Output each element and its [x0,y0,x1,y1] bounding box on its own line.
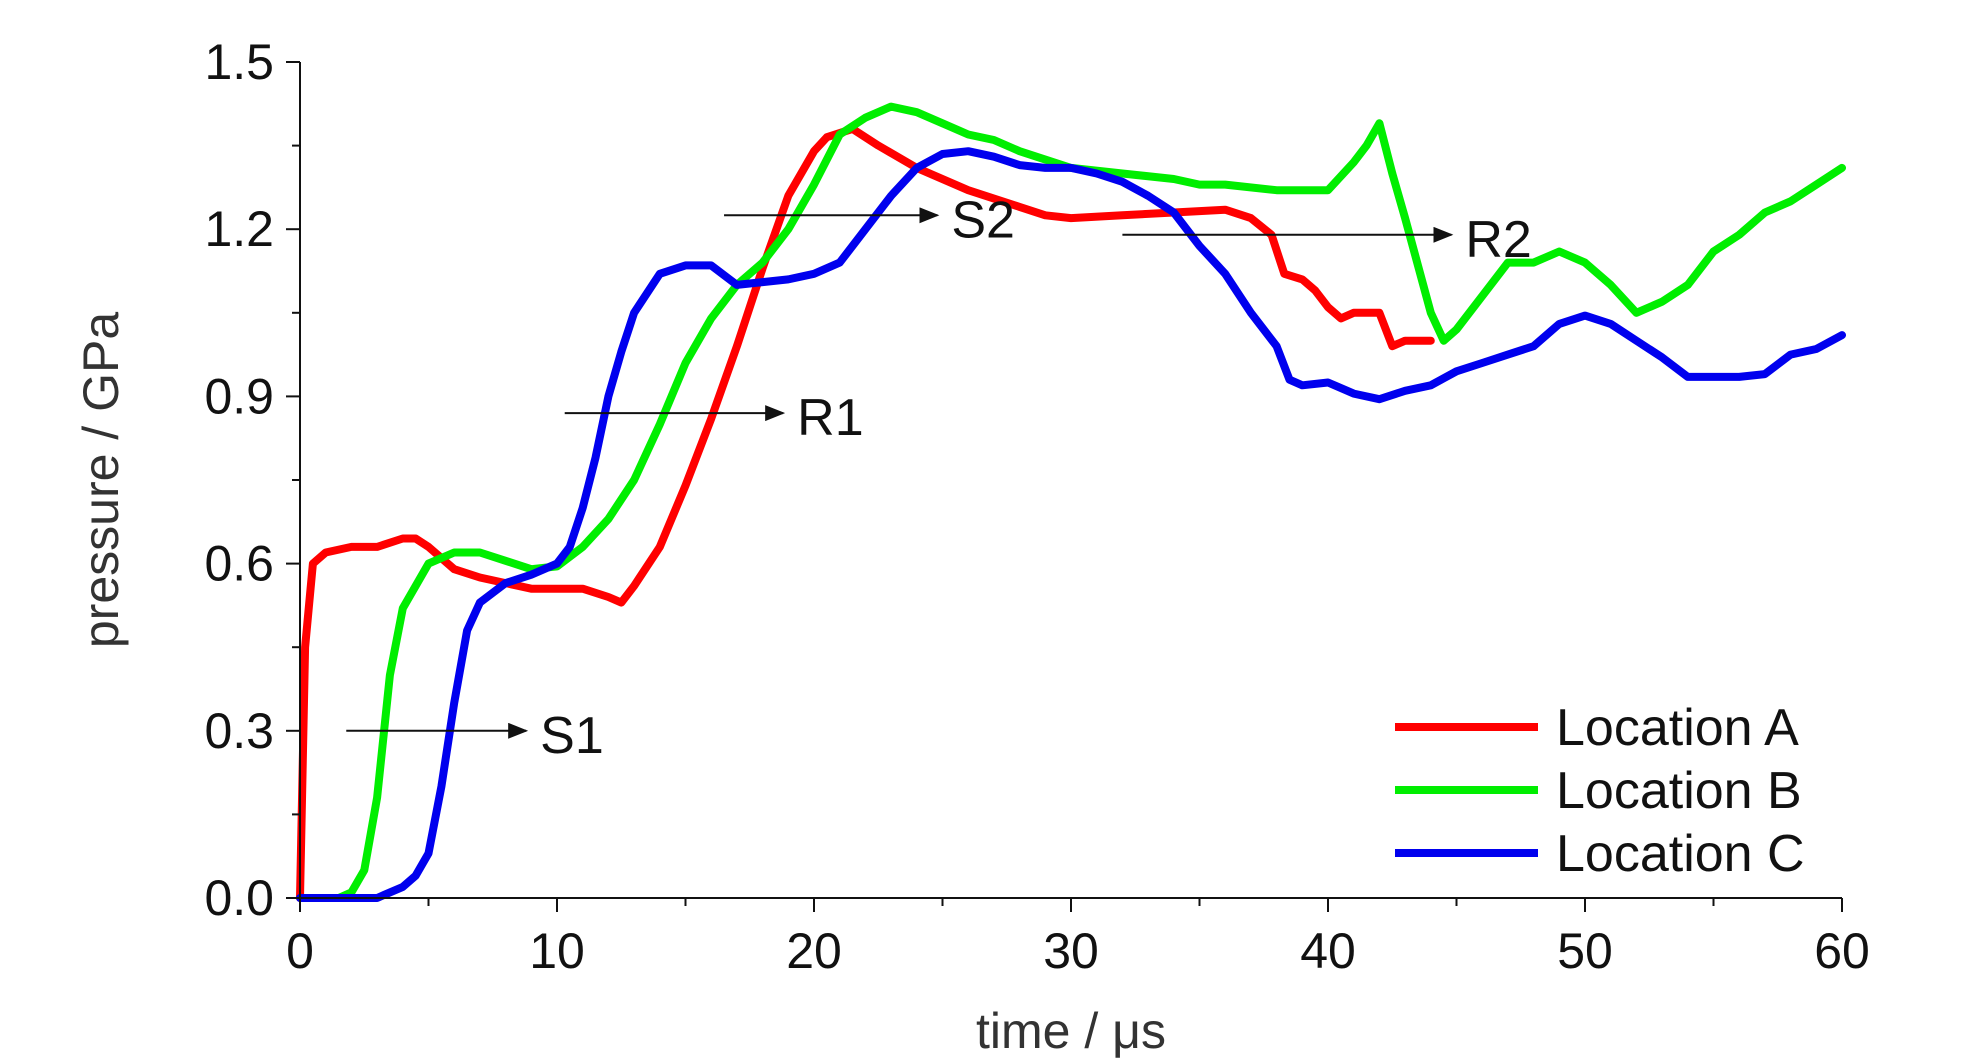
legend-label: Location A [1556,699,1799,757]
axes: 0 10 20 30 40 50 60 0.0 0.3 0.6 0.9 1.2 1.5 [204,34,1869,979]
annotation-label: S2 [951,191,1015,249]
y-tick-label: 0.9 [204,368,274,424]
series-line-1 [296,124,1435,902]
y-tick-label: 1.2 [204,201,274,257]
annotation-label: S1 [540,707,604,765]
x-tick-label: 10 [529,923,585,979]
annotation-label: R2 [1465,211,1531,269]
x-tick-label: 60 [1814,923,1870,979]
x-tick-label: 20 [786,923,842,979]
x-tick-label: 0 [286,923,314,979]
series-line-3 [296,147,1846,902]
x-axis-title: time / μs [976,1003,1166,1059]
legend-label: Location C [1556,825,1805,883]
series-line-2 [334,102,1846,902]
x-tick-label: 50 [1557,923,1613,979]
series-layer [296,102,1846,902]
y-tick-label: 0.6 [204,536,274,592]
y-axis-title: pressure / GPa [73,312,129,648]
legend-label: Location B [1556,762,1802,820]
y-tick-label: 0.3 [204,703,274,759]
annotation-label: R1 [797,389,863,447]
y-tick-label: 1.5 [204,34,274,90]
y-tick-label: 0.0 [204,870,274,926]
annotations: S1 R1 S2 R2 [346,191,1532,765]
x-tick-label: 30 [1043,923,1099,979]
x-tick-label: 40 [1300,923,1356,979]
